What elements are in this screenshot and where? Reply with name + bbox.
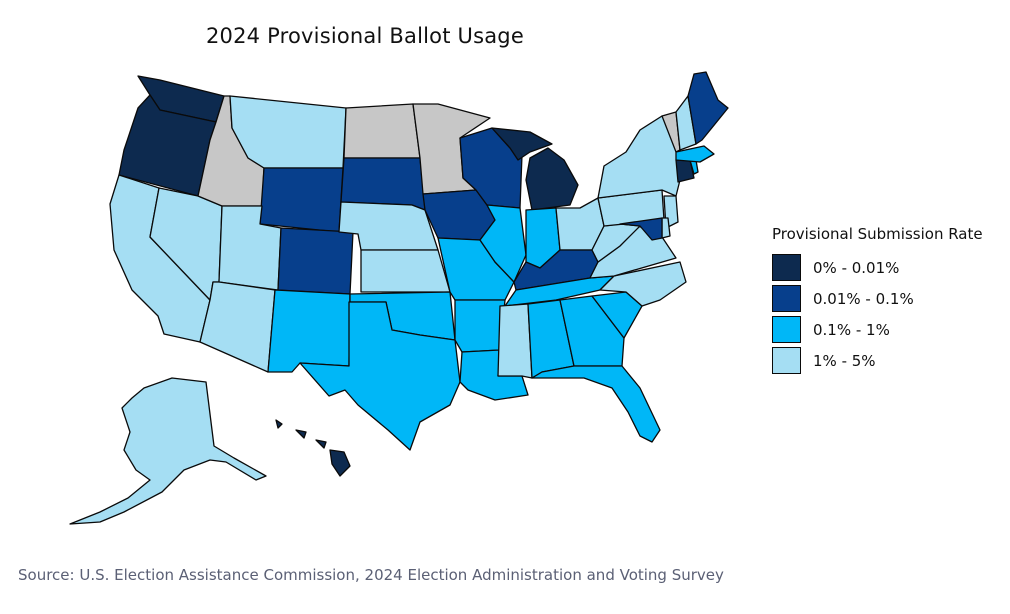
state-MI[interactable] <box>491 127 579 211</box>
state-MS[interactable] <box>497 303 533 379</box>
legend-item: 0.1% - 1% <box>772 314 983 345</box>
state-NE[interactable] <box>338 201 439 251</box>
legend-swatch <box>772 285 801 312</box>
state-GA[interactable] <box>559 295 625 367</box>
state-TX[interactable] <box>299 301 461 451</box>
legend-swatch <box>772 316 801 343</box>
legend-label: 0.01% - 0.1% <box>813 289 914 308</box>
legend-title: Provisional Submission Rate <box>772 225 983 243</box>
state-KS[interactable] <box>360 249 451 293</box>
legend-label: 0% - 0.01% <box>813 258 900 277</box>
legend-item: 0% - 0.01% <box>772 252 983 283</box>
state-AZ[interactable] <box>199 281 276 373</box>
state-ME[interactable] <box>687 71 729 145</box>
legend-label: 1% - 5% <box>813 351 876 370</box>
state-AK[interactable] <box>69 377 267 525</box>
state-FL[interactable] <box>531 365 661 443</box>
legend-label: 0.1% - 1% <box>813 320 890 339</box>
source-note: Source: U.S. Election Assistance Commiss… <box>18 566 724 584</box>
state-MT[interactable] <box>229 95 347 169</box>
state-IL[interactable] <box>479 204 527 283</box>
state-NM[interactable] <box>267 289 351 373</box>
state-MA[interactable] <box>675 145 715 163</box>
map-title: 2024 Provisional Ballot Usage <box>206 24 524 48</box>
state-DE[interactable] <box>661 217 671 239</box>
state-CO[interactable] <box>277 227 354 295</box>
state-NC[interactable] <box>599 261 687 307</box>
state-ND[interactable] <box>343 103 421 159</box>
state-WY[interactable] <box>259 167 344 233</box>
state-AR[interactable] <box>454 299 506 353</box>
legend-item: 1% - 5% <box>772 345 983 376</box>
legend-swatch <box>772 347 801 374</box>
legend-swatch <box>772 254 801 281</box>
legend-item: 0.01% - 0.1% <box>772 283 983 314</box>
state-MD[interactable] <box>619 217 663 241</box>
legend: Provisional Submission Rate 0% - 0.01% 0… <box>772 225 983 376</box>
state-HI[interactable] <box>275 419 351 477</box>
